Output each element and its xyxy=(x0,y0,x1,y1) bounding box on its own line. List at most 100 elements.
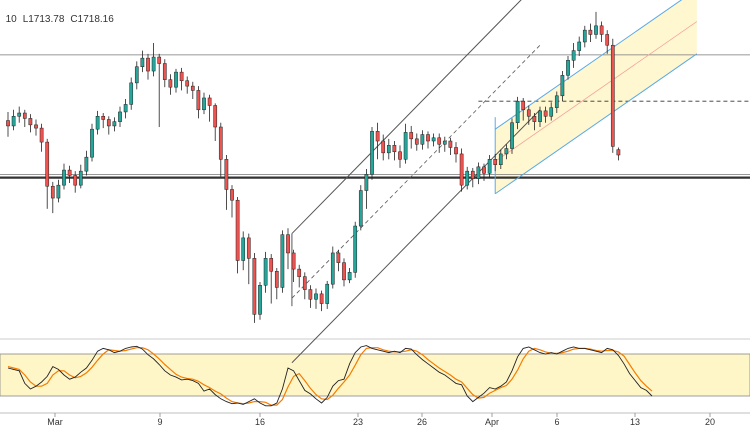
candle xyxy=(308,285,313,308)
candle-body xyxy=(101,116,106,120)
candle xyxy=(67,165,72,183)
candle xyxy=(403,123,408,164)
candle-body xyxy=(571,50,576,61)
candle-body xyxy=(560,75,565,97)
candle xyxy=(594,11,598,39)
candle-body xyxy=(84,156,89,172)
candle-body xyxy=(381,140,386,154)
candle xyxy=(56,179,61,203)
candle-body xyxy=(504,148,509,155)
candle-body xyxy=(185,80,190,87)
candle-body xyxy=(470,170,475,179)
x-tick-label: 13 xyxy=(630,417,640,427)
candle xyxy=(605,30,610,54)
candle xyxy=(370,127,374,180)
candle-body xyxy=(280,234,285,288)
candle-body xyxy=(442,140,447,145)
candle xyxy=(381,134,386,161)
candle xyxy=(510,118,514,154)
candle-body xyxy=(409,132,414,140)
candle xyxy=(588,23,593,42)
candle xyxy=(95,110,100,135)
candle xyxy=(442,136,447,152)
candle xyxy=(62,163,66,190)
candle xyxy=(414,133,419,151)
candle xyxy=(459,148,464,192)
candle-body xyxy=(297,268,302,277)
candle-body xyxy=(28,118,33,126)
candle-body xyxy=(45,141,50,187)
candle-body xyxy=(347,272,352,281)
candle-body xyxy=(566,60,570,76)
candle-body xyxy=(168,79,173,88)
candle xyxy=(218,122,223,177)
candle xyxy=(521,97,526,121)
candle-body xyxy=(510,122,514,149)
candle-body xyxy=(62,169,66,186)
candle xyxy=(532,113,537,131)
stoch-k-line xyxy=(7,345,653,407)
candle xyxy=(392,141,397,161)
candle-body xyxy=(34,124,38,129)
candle-body xyxy=(213,105,218,128)
candle xyxy=(286,228,290,270)
candle xyxy=(599,21,604,42)
x-tick-label: 20 xyxy=(705,417,715,427)
candle-body xyxy=(95,116,100,130)
candle xyxy=(291,249,296,283)
candle xyxy=(515,96,520,130)
candle xyxy=(336,249,341,272)
candle-body xyxy=(532,116,537,122)
candle-body xyxy=(252,258,257,315)
candle xyxy=(190,81,195,100)
candle-body xyxy=(241,237,246,261)
x-tick-label: 9 xyxy=(157,417,162,427)
candle-body xyxy=(521,100,526,111)
stoch-band xyxy=(0,353,750,397)
candle xyxy=(179,67,184,91)
candle xyxy=(73,171,78,193)
candle xyxy=(241,231,246,271)
candle xyxy=(504,144,509,160)
candle xyxy=(448,137,453,156)
candle xyxy=(577,36,582,56)
candle-body xyxy=(448,140,453,148)
channel-median xyxy=(494,21,698,162)
candle xyxy=(526,105,531,125)
x-tick-label: 16 xyxy=(255,417,265,427)
candle-body xyxy=(577,41,582,51)
candle xyxy=(45,138,50,209)
candle-body xyxy=(538,110,542,122)
candle-body xyxy=(482,166,486,174)
candle xyxy=(269,254,274,304)
candle xyxy=(235,196,240,274)
candle-body xyxy=(375,131,380,142)
candle-body xyxy=(39,127,44,143)
candle-body xyxy=(594,25,598,35)
candle xyxy=(437,133,442,153)
candle xyxy=(398,145,402,168)
candle xyxy=(174,68,178,93)
candle-body xyxy=(308,289,313,300)
candle xyxy=(325,280,330,309)
candle-body xyxy=(616,149,621,156)
candle xyxy=(246,233,251,285)
candle-body xyxy=(246,237,251,259)
candle-body xyxy=(465,170,470,186)
candle-body xyxy=(610,44,615,147)
candle xyxy=(168,74,173,95)
candle-body xyxy=(314,293,318,300)
candle xyxy=(129,77,134,110)
candle-body xyxy=(487,159,492,174)
candle-body xyxy=(403,132,408,160)
candle-body xyxy=(17,112,22,117)
candle-body xyxy=(230,189,234,201)
candle xyxy=(297,264,302,288)
candle xyxy=(426,131,430,149)
candle xyxy=(319,290,324,312)
candle-body xyxy=(78,170,83,186)
trend-channel-lower xyxy=(291,109,541,364)
candle xyxy=(554,91,559,114)
candle xyxy=(84,150,89,176)
